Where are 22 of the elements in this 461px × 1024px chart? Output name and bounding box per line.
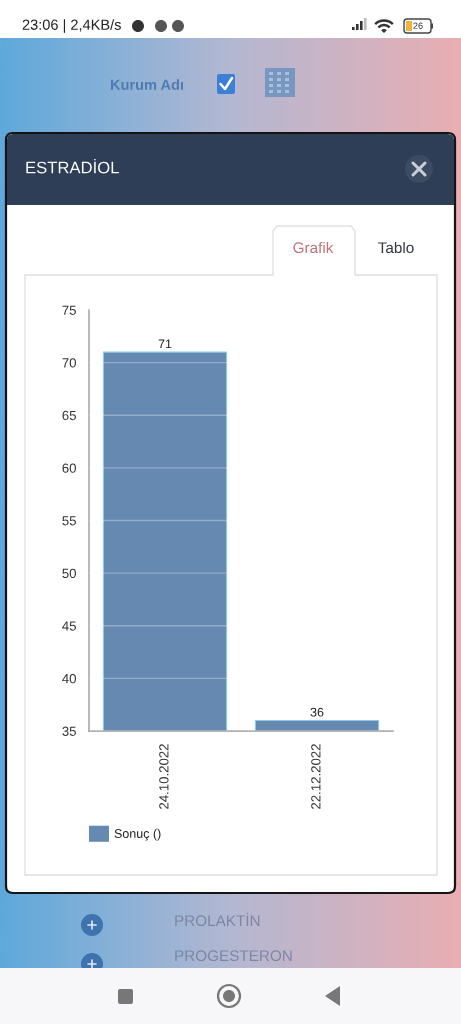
y-tick-label: 35: [62, 726, 76, 736]
text: Kurum Adı: [110, 79, 183, 90]
text: 26: [413, 22, 423, 29]
text: Grafik: [293, 241, 334, 254]
legend-label: Sonuç (): [114, 828, 161, 841]
y-tick-label: 40: [62, 673, 76, 684]
chart-title: ESTRADİOL: [26, 158, 119, 174]
y-tick-label: 75: [62, 305, 76, 315]
y-tick-label: 65: [62, 410, 76, 421]
y-tick-label: 60: [62, 463, 76, 473]
text: 23:06 | 2,4KB/s: [22, 19, 121, 33]
x-tick-label: 24.10.2022: [159, 744, 169, 809]
y-tick-label: 45: [62, 621, 76, 631]
text: PROLAKTİN: [175, 912, 260, 927]
y-tick-label: 55: [62, 516, 76, 526]
text: PROGESTERON: [175, 950, 292, 962]
y-tick-label: 70: [62, 358, 76, 368]
x-tick-label: 22.12.2022: [311, 744, 321, 809]
text: Tablo: [378, 241, 414, 254]
data-label: 71: [158, 339, 172, 349]
y-tick-label: 50: [62, 568, 76, 579]
data-label: 36: [310, 707, 324, 717]
